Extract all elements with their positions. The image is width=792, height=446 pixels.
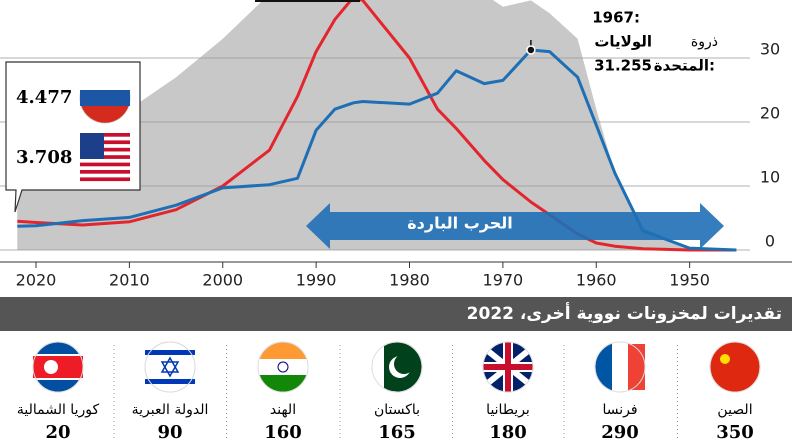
country-value: 90 — [157, 422, 182, 443]
flag — [394, 354, 414, 374]
x-tick-label: 1980 — [389, 271, 430, 290]
flag — [80, 133, 104, 159]
flag — [100, 133, 130, 137]
flag — [80, 162, 130, 167]
flag-ring — [594, 341, 646, 393]
country-name: فرنسا — [602, 402, 637, 418]
flag — [100, 147, 130, 152]
flag — [372, 345, 384, 389]
flag — [80, 177, 130, 182]
x-tick-label: 1950 — [669, 271, 710, 290]
section-bar — [0, 297, 792, 331]
flag — [277, 361, 289, 373]
plot — [0, 0, 750, 252]
country-name: باكستان — [374, 402, 420, 418]
x-tick-label: 1960 — [576, 271, 617, 290]
flag — [80, 170, 130, 174]
x-tick-label: 2000 — [202, 271, 243, 290]
y-tick-label: 10 — [760, 168, 780, 187]
flag-ring — [482, 341, 534, 393]
annotation: الولايات — [594, 33, 652, 51]
flag — [80, 90, 130, 106]
flag — [80, 65, 130, 90]
country-value: 290 — [601, 422, 639, 443]
label-box — [255, 0, 360, 2]
x-tick-label: 2010 — [109, 271, 150, 290]
flag — [44, 360, 58, 374]
flag-ring — [709, 341, 761, 393]
flag — [81, 106, 129, 123]
flag-ring — [144, 341, 196, 393]
y-tick-label: 30 — [760, 40, 780, 59]
annotation: 31.255 — [594, 57, 652, 75]
y-tick-label: 0 — [765, 232, 775, 251]
flag — [145, 379, 195, 384]
data-label: 4.477 — [16, 87, 72, 108]
country-value: 20 — [45, 422, 70, 443]
flag — [720, 354, 730, 364]
country-value: 160 — [264, 422, 302, 443]
annotation: ذروة — [691, 34, 718, 50]
flag-ring — [257, 341, 309, 393]
country-name: كوريا الشمالية — [17, 402, 100, 418]
section-title: تقديرات لمخزونات نووية أخرى، 2022 — [467, 302, 782, 324]
flag — [100, 140, 130, 145]
country-value: 350 — [716, 422, 754, 443]
country-name: الدولة العبرية — [132, 402, 209, 418]
flag — [100, 155, 130, 159]
x-tick-label: 1970 — [483, 271, 524, 290]
country-name: بريطانيا — [486, 402, 530, 418]
flag-ring — [371, 341, 423, 393]
data-label: 3.708 — [16, 147, 72, 168]
flag — [628, 344, 645, 390]
flag — [160, 356, 180, 378]
x-tick-label: 1990 — [296, 271, 337, 290]
flag — [259, 375, 307, 392]
line — [17, 0, 737, 252]
country-value: 165 — [378, 422, 416, 443]
flag — [258, 359, 308, 375]
annotation: المتحدة: — [654, 57, 715, 75]
y-tick-label: 20 — [760, 104, 780, 123]
flag — [145, 350, 195, 355]
country-value: 180 — [489, 422, 527, 443]
x-tick-label: 2020 — [16, 271, 57, 290]
line — [17, 48, 737, 252]
country-name: الصين — [717, 402, 752, 418]
band-label: الحرب الباردة — [407, 214, 513, 233]
flag-ring — [32, 341, 84, 393]
area — [17, 0, 737, 250]
annotation: 1967: — [592, 9, 640, 27]
country-name: الهند — [270, 402, 296, 418]
flag — [612, 342, 628, 392]
flag — [483, 342, 533, 392]
band-arrow — [306, 203, 724, 249]
peak-dot — [526, 45, 536, 55]
